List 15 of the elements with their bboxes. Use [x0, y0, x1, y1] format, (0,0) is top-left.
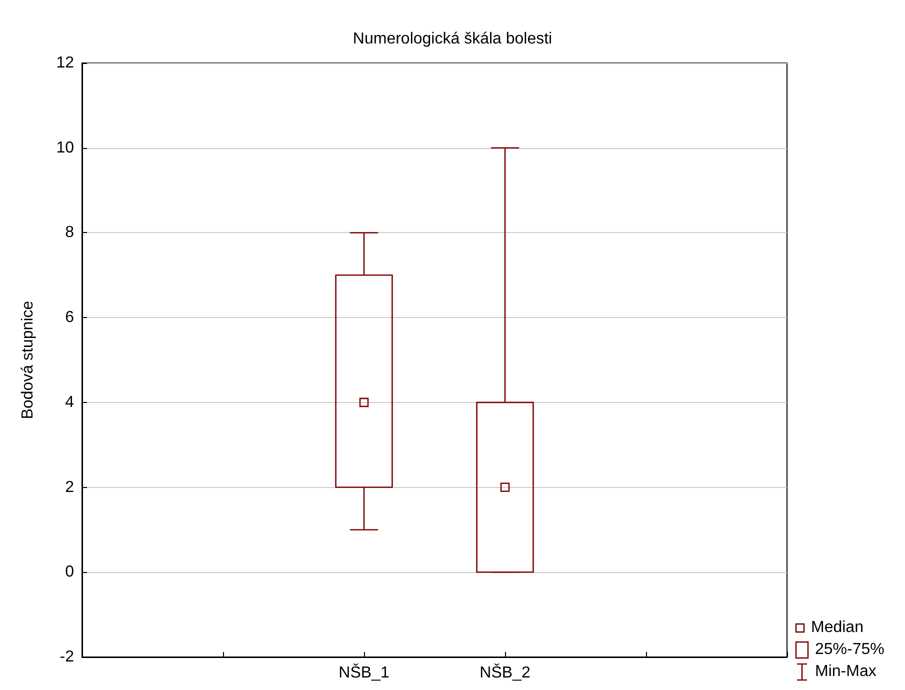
chart-title: Numerologická škála bolesti [352, 30, 552, 48]
text: Median [811, 619, 864, 637]
y-tick-label: 8 [65, 224, 74, 242]
y-tick-label: 4 [65, 394, 74, 411]
y-tick-label: 2 [65, 478, 74, 496]
x-tick-label: NŠB_2 [480, 664, 530, 682]
y-tick-label: 6 [65, 309, 74, 326]
y-tick-label: 0 [65, 564, 74, 581]
x-tick-label: NŠB_1 [338, 664, 390, 682]
text: Min-Max [815, 663, 876, 681]
y-tick-label: 12 [56, 54, 74, 72]
y-axis-title: Bodová stupnice [20, 300, 36, 420]
text: 25%-75% [815, 641, 884, 659]
y-tick-label: -2 [60, 648, 74, 666]
y-tick-label: 10 [56, 139, 74, 156]
